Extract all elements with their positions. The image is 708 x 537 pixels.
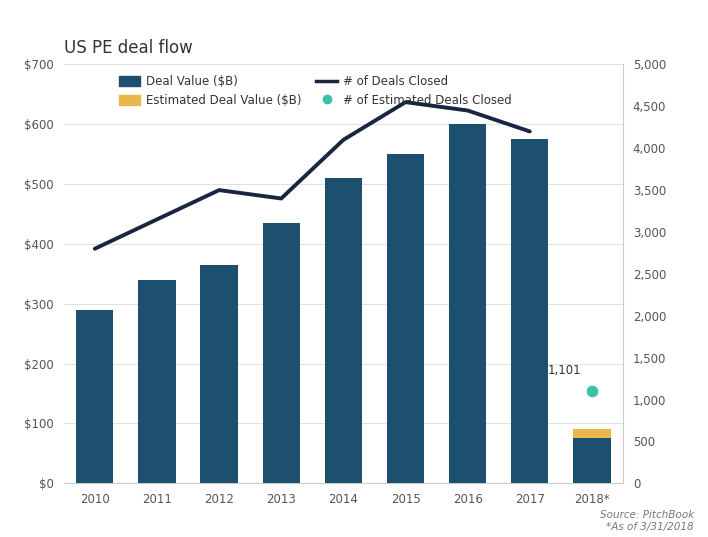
- Bar: [325, 178, 362, 483]
- Bar: [138, 280, 176, 483]
- Text: Source: PitchBook
*As of 3/31/2018: Source: PitchBook *As of 3/31/2018: [600, 510, 694, 532]
- Text: US PE deal flow: US PE deal flow: [64, 39, 193, 57]
- Legend: Deal Value ($B), Estimated Deal Value ($B), # of Deals Closed, # of Estimated De: Deal Value ($B), Estimated Deal Value ($…: [115, 70, 517, 112]
- Bar: [511, 139, 549, 483]
- Point: [586, 387, 598, 395]
- Bar: [573, 430, 610, 438]
- Bar: [573, 438, 610, 483]
- Text: 1,101: 1,101: [547, 365, 581, 378]
- Bar: [263, 223, 300, 483]
- Bar: [76, 310, 113, 483]
- Bar: [387, 154, 424, 483]
- Bar: [200, 265, 238, 483]
- Bar: [449, 124, 486, 483]
